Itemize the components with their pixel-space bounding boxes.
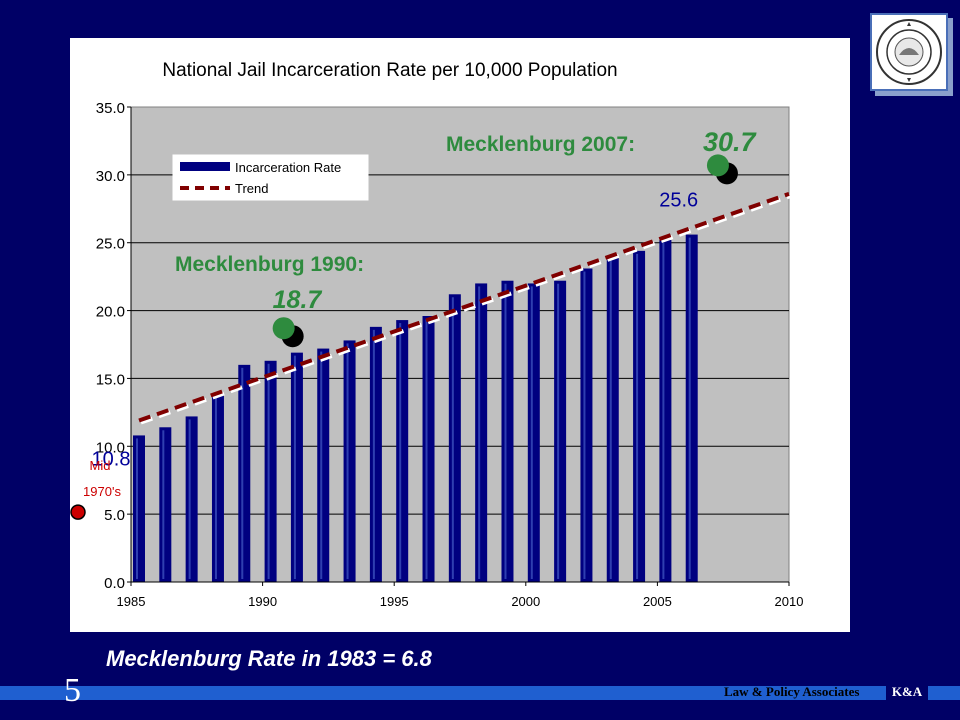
bar-highlight (320, 351, 323, 579)
bar-highlight (241, 367, 244, 579)
chart-title: National Jail Incarceration Rate per 10,… (162, 60, 617, 81)
mecklenburg-marker (272, 317, 295, 340)
footer-bar (0, 686, 960, 700)
bar-highlight (399, 323, 402, 579)
mid-1970s-label-line2: 1970's (83, 484, 121, 499)
bar-highlight (346, 343, 349, 579)
mecklenburg-1990-value: 18.7 (273, 286, 323, 314)
bar (422, 316, 435, 582)
bar (580, 268, 593, 582)
bar (396, 320, 409, 582)
y-tick-label: 25.0 (96, 236, 125, 253)
mid-1970s-label-line1: Mid (90, 458, 111, 473)
bar (554, 280, 567, 582)
bar (159, 427, 172, 582)
bar-highlight (267, 363, 270, 579)
legend-swatch-bar (180, 162, 230, 171)
chart-svg: National Jail Incarceration Rate per 10,… (70, 60, 804, 609)
bar-highlight (214, 396, 217, 579)
bar-highlight (557, 283, 560, 579)
legend: Incarceration Rate Trend (172, 154, 369, 201)
bar (343, 340, 356, 582)
county-seal-logo (870, 13, 948, 91)
bar-highlight (451, 297, 454, 579)
bar-highlight (293, 355, 296, 579)
bar-highlight (583, 271, 586, 579)
bar-highlight (662, 243, 665, 579)
bar-highlight (372, 329, 375, 579)
data-label: 25.6 (659, 190, 698, 212)
mecklenburg-marker (706, 154, 729, 177)
data-label: 10.8 (92, 448, 131, 470)
bar-highlight (609, 260, 612, 579)
plot-layer: 0.0 5.0 10.0 15.0 20.0 25.0 30.0 35.0 1985 1990 19… (70, 100, 804, 609)
y-tick-label: 20.0 (96, 304, 125, 321)
footer-label: Law & Policy Associates (724, 684, 860, 699)
bar (238, 364, 251, 582)
x-tick-label: 2000 (511, 594, 540, 609)
bar (264, 360, 277, 582)
bar (211, 393, 224, 582)
bar (133, 435, 145, 582)
bar-highlight (478, 286, 481, 579)
chart-panel: National Jail Incarceration Rate per 10,… (70, 38, 850, 632)
bar-highlight (636, 253, 639, 579)
mecklenburg-2007-label: Mecklenburg 2007: (446, 133, 635, 156)
bar (633, 250, 646, 582)
bar (475, 283, 488, 582)
bar-highlight (136, 438, 138, 579)
bar (369, 326, 382, 582)
y-tick-label: 30.0 (96, 168, 125, 185)
bar (501, 280, 514, 582)
bar (290, 352, 303, 582)
bar (606, 257, 619, 582)
bar-highlight (530, 286, 533, 579)
ka-logo: K&A (886, 646, 928, 702)
bar-highlight (425, 319, 428, 579)
bar-highlight (162, 430, 165, 579)
bar (659, 240, 672, 582)
bar (685, 234, 698, 583)
bar (448, 294, 461, 582)
y-tick-label: 10.0 (96, 439, 125, 456)
x-tick-label: 2005 (643, 594, 672, 609)
x-tick-label: 1990 (248, 594, 277, 609)
mecklenburg-2007-value: 30.7 (703, 127, 758, 157)
bar-highlight (504, 283, 507, 579)
bar-highlight (188, 419, 191, 579)
legend-label-bar: Incarceration Rate (235, 160, 341, 175)
y-tick-label: 5.0 (104, 507, 125, 524)
mid-1970s-marker (70, 504, 86, 520)
bar-highlight (688, 237, 691, 580)
bar (527, 283, 540, 582)
ka-logo-text: K&A (891, 684, 923, 699)
mecklenburg-1990-label: Mecklenburg 1990: (175, 253, 364, 276)
legend-label-trend: Trend (235, 181, 268, 196)
y-tick-label: 0.0 (104, 575, 125, 592)
trend-line (138, 191, 790, 423)
trend-line-shadow (140, 193, 792, 425)
x-tick-label: 2010 (775, 594, 804, 609)
x-tick-label: 1995 (380, 594, 409, 609)
y-tick-label: 15.0 (96, 371, 125, 388)
bar (317, 348, 330, 582)
bar (185, 416, 198, 582)
y-tick-label: 35.0 (96, 100, 125, 117)
bottom-note: Mecklenburg Rate in 1983 = 6.8 (106, 646, 432, 671)
page-number: 5 (64, 672, 81, 709)
seal-icon (876, 19, 942, 85)
x-tick-label: 1985 (117, 594, 146, 609)
